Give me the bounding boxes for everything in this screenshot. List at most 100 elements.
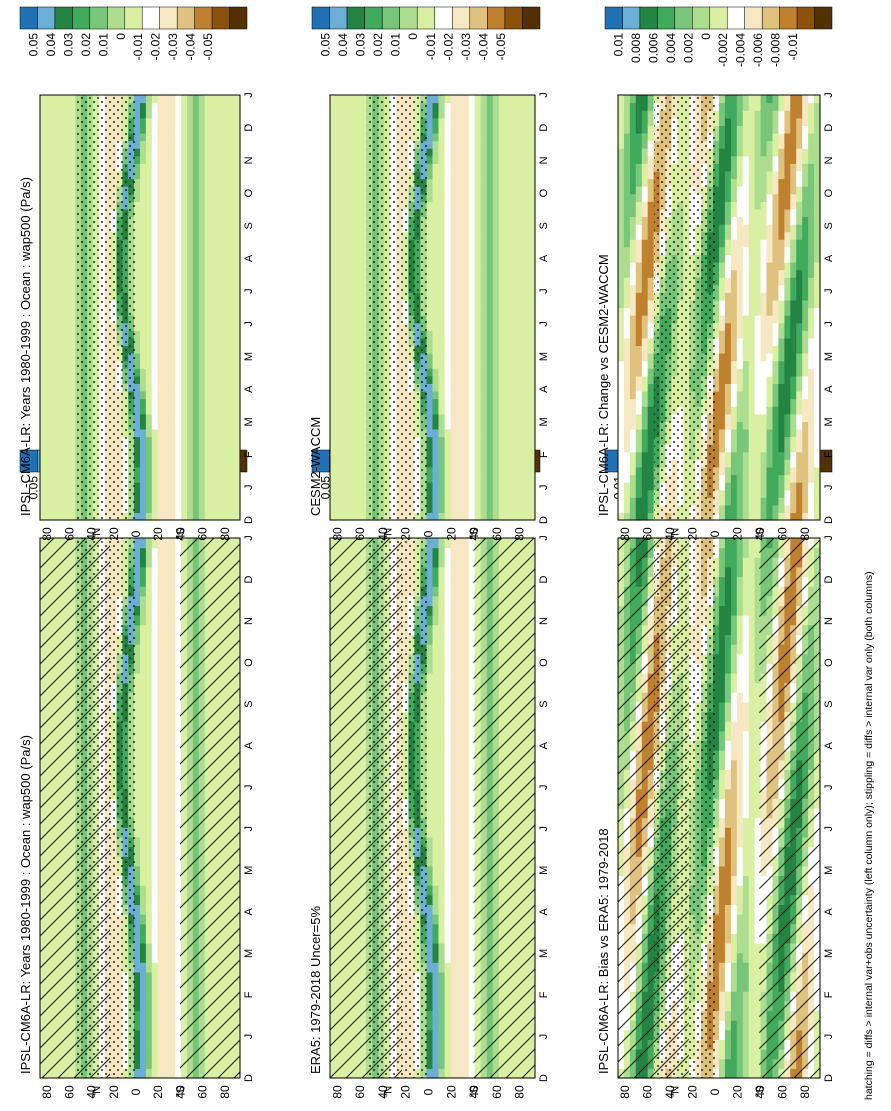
heatmap-cell — [140, 1039, 147, 1050]
heatmap-cell — [222, 178, 229, 187]
heatmap-cell — [134, 914, 141, 925]
heatmap-cell — [216, 262, 223, 271]
heatmap-cell — [175, 307, 182, 316]
heatmap-cell — [187, 262, 194, 271]
heatmap-cell — [210, 368, 218, 377]
heatmap-cell — [140, 605, 147, 616]
heatmap-cell — [438, 692, 446, 703]
heatmap-cell — [169, 216, 176, 225]
heatmap-cell — [151, 701, 159, 713]
heatmap-cell — [163, 315, 170, 324]
heatmap-cell — [438, 904, 446, 915]
heatmap-cell — [432, 1039, 440, 1050]
heatmap-cell — [57, 292, 65, 301]
heatmap-cell — [145, 827, 153, 838]
heatmap-cell — [145, 383, 153, 392]
heatmap-cell — [57, 459, 65, 468]
heatmap-cell — [157, 557, 165, 568]
heatmap-cell — [175, 914, 182, 925]
heatmap-cell — [151, 292, 159, 301]
heatmap-cell — [169, 375, 176, 384]
heatmap-cell — [175, 836, 182, 848]
heatmap-cell — [140, 284, 147, 293]
plot-frame — [39, 94, 241, 521]
heatmap-cell — [169, 1049, 176, 1060]
heatmap-cell — [234, 155, 241, 164]
heatmap-cell — [57, 140, 65, 149]
heatmap-cell — [181, 186, 188, 195]
heatmap-cell — [145, 798, 153, 809]
heatmap-cell — [145, 971, 153, 983]
heatmap-cell — [51, 102, 59, 111]
heatmap-cell — [175, 943, 182, 954]
heatmap-cell — [169, 566, 176, 578]
heatmap-cell — [140, 224, 147, 233]
heatmap-cell — [134, 368, 141, 377]
heatmap-cell — [204, 155, 212, 164]
heatmap-cell — [198, 482, 206, 491]
heatmap-cell — [157, 307, 165, 316]
heatmap-cell — [198, 398, 206, 407]
heatmap-cell — [69, 117, 76, 126]
heatmap-cell — [145, 836, 153, 848]
heatmap-cell — [187, 246, 194, 255]
heatmap-cell — [45, 163, 53, 172]
heatmap-cell — [169, 246, 176, 255]
heatmap-cell — [222, 474, 229, 483]
heatmap-cell — [140, 615, 147, 626]
heatmap-cell — [210, 383, 218, 392]
heatmap-cell — [234, 110, 241, 119]
heatmap-cell — [45, 148, 53, 157]
heatmap-cell — [210, 140, 218, 149]
heatmap-cell — [432, 943, 440, 954]
heatmap-cell — [198, 330, 206, 339]
heatmap-cell — [140, 398, 147, 407]
heatmap-cell — [69, 224, 76, 233]
heatmap-cell — [134, 817, 141, 828]
heatmap-cell — [134, 547, 141, 558]
heatmap-cell — [151, 383, 159, 392]
heatmap-cell — [40, 178, 47, 187]
heatmap-cell — [140, 201, 147, 210]
heatmap-cell — [228, 95, 235, 104]
heatmap-cell — [134, 827, 141, 838]
heatmap-cell — [204, 337, 212, 347]
heatmap-cell — [175, 413, 182, 422]
heatmap-cell — [145, 269, 153, 278]
heatmap-cell — [157, 615, 165, 626]
heatmap-cell — [210, 125, 218, 134]
heatmap-cell — [181, 360, 188, 369]
heatmap-cell — [222, 436, 229, 445]
heatmap-cell — [140, 102, 147, 111]
heatmap-cell — [192, 459, 200, 468]
heatmap-cell — [187, 459, 194, 468]
heatmap-cell — [57, 102, 65, 111]
heatmap-cell — [45, 277, 53, 286]
heatmap-cell — [210, 398, 218, 407]
heatmap-cell — [145, 231, 153, 240]
heatmap-cell — [145, 132, 153, 142]
heatmap-cell — [145, 345, 153, 354]
heatmap-cell — [51, 292, 59, 301]
heatmap-cell — [198, 178, 206, 187]
heatmap-cell — [145, 254, 153, 263]
heatmap-cell — [45, 201, 53, 210]
heatmap-cell — [145, 653, 153, 664]
heatmap-cell — [169, 721, 176, 732]
heatmap-cell — [145, 1068, 153, 1079]
heatmap-cell — [216, 436, 223, 445]
heatmap-cell — [157, 653, 165, 664]
month-tick-label: O — [243, 658, 255, 667]
heatmap-cell — [198, 186, 206, 195]
heatmap-cell — [69, 459, 76, 468]
heatmap-cell — [234, 504, 241, 513]
heatmap-cell — [169, 406, 176, 415]
heatmap-cell — [198, 132, 206, 142]
heatmap-cell — [222, 360, 229, 369]
heatmap-cell — [40, 474, 47, 483]
heatmap-cell — [216, 451, 223, 460]
heatmap-cell — [63, 451, 70, 460]
heatmap-cell — [222, 353, 229, 362]
heatmap-cell — [140, 474, 147, 483]
heatmap-cell — [140, 701, 147, 713]
